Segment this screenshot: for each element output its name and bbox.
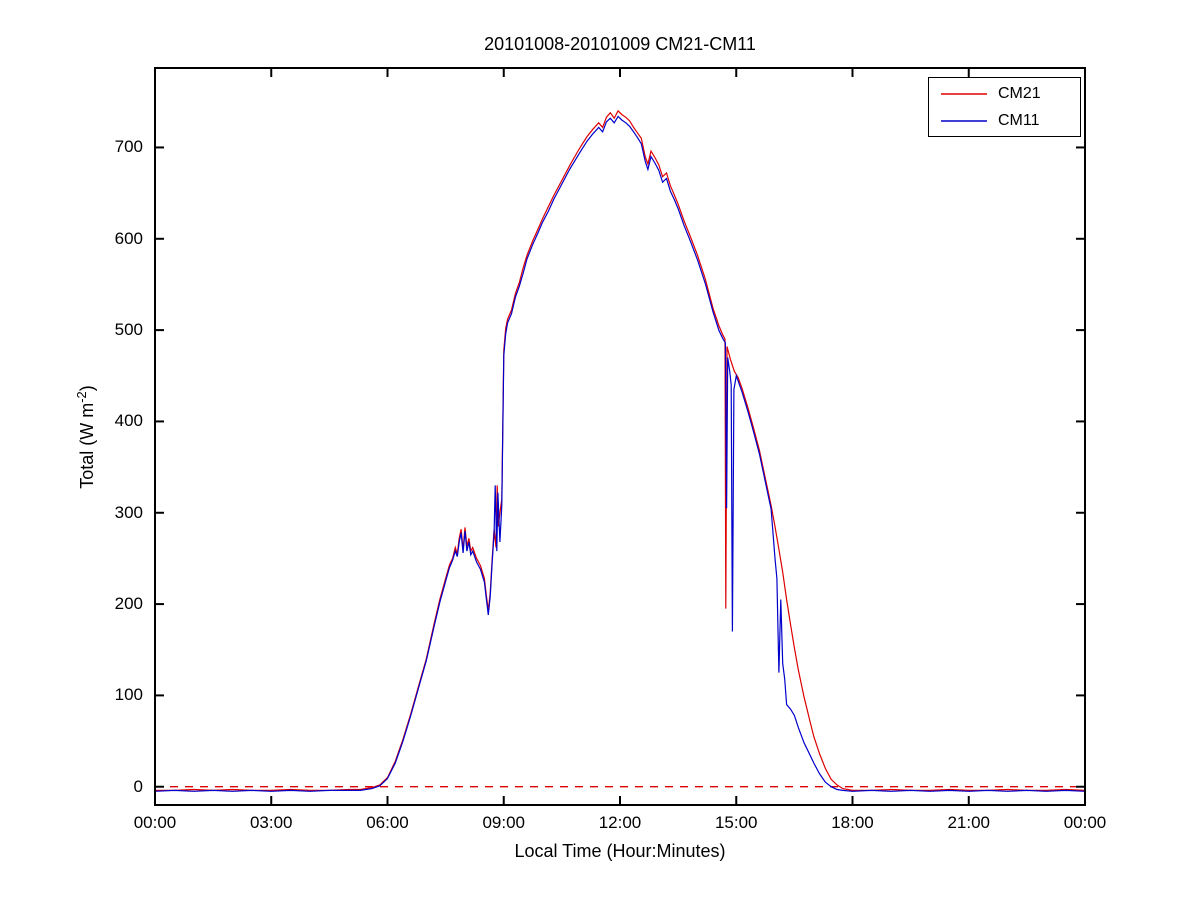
series-line-cm11 <box>154 115 1086 792</box>
chart-title: 20101008-20101009 CM21-CM11 <box>484 34 756 54</box>
x-tick-label: 09:00 <box>482 813 526 832</box>
y-tick-label: 600 <box>114 228 143 248</box>
y-axis-label-exponent: -2 <box>74 391 89 403</box>
y-axis-label-suffix: ) <box>77 385 97 392</box>
legend-line-sample-cm11 <box>941 119 987 122</box>
legend-entry-cm21: CM21 <box>929 83 1080 105</box>
legend: CM21 CM11 <box>928 77 1081 137</box>
x-tick-label: 00:00 <box>133 813 177 832</box>
x-tick-label: 21:00 <box>947 813 991 832</box>
y-tick-label: 400 <box>114 411 143 431</box>
axes-box <box>154 67 1086 806</box>
x-tick-label: 15:00 <box>714 813 758 832</box>
y-tick-label: 700 <box>114 137 143 157</box>
x-tick-label: 06:00 <box>366 813 409 832</box>
y-tick-label: 200 <box>114 594 143 614</box>
x-tick-label: 18:00 <box>831 813 874 832</box>
legend-entry-cm11: CM11 <box>929 110 1080 132</box>
series-line-cm21 <box>155 109 1086 792</box>
x-tick-label: 12:00 <box>598 813 642 832</box>
y-axis-label: Total (W m-2) <box>74 385 98 489</box>
x-tick-label: 03:00 <box>249 813 293 832</box>
x-axis-label: Local Time (Hour:Minutes) <box>514 841 726 861</box>
legend-line-sample-cm21 <box>941 92 987 95</box>
legend-label-cm21: CM21 <box>998 84 1041 102</box>
y-tick-label: 100 <box>114 685 143 705</box>
y-tick-label: 500 <box>114 320 143 340</box>
y-tick-label: 0 <box>133 776 143 796</box>
y-tick-label: 300 <box>114 502 143 522</box>
x-tick-label: 00:00 <box>1063 813 1107 832</box>
legend-label-cm11: CM11 <box>998 111 1040 129</box>
